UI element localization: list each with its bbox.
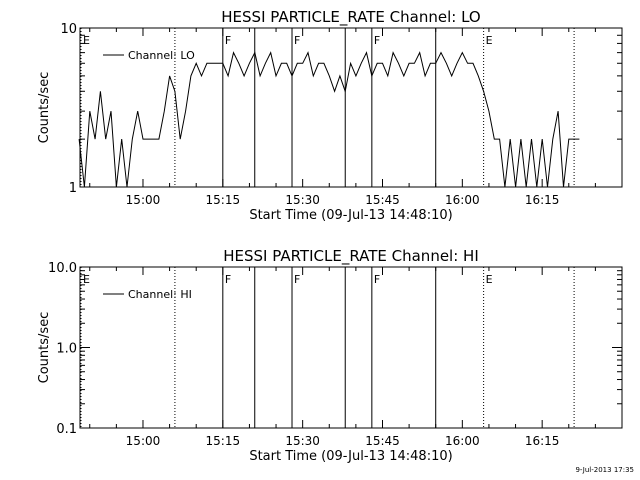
- panel2-x-tick-label: 16:15: [525, 434, 560, 448]
- panel2-legend-label: Channel: HI: [128, 288, 192, 301]
- panel1-y-tick-label: 1: [69, 181, 77, 196]
- panel1-event-marker-label: F: [374, 34, 380, 47]
- panel1-y-axis-label: Counts/sec: [37, 72, 52, 144]
- panel2-x-tick-label: 15:15: [206, 434, 241, 448]
- panel2-x-tick-label: 15:00: [126, 434, 161, 448]
- panel2-y-tick-label: 1.0: [56, 342, 77, 357]
- panel1-x-tick-label: 15:45: [365, 193, 400, 207]
- footer-timestamp: 9-Jul-2013 17:35: [575, 466, 634, 474]
- panel2-x-axis-label: Start Time (09-Jul-13 14:48:10): [249, 449, 452, 464]
- panel2-event-marker-label: F: [294, 273, 300, 286]
- panel1-event-marker-label: F: [294, 34, 300, 47]
- panel1-x-tick-label: 15:00: [126, 193, 161, 207]
- panel2-event-marker-label: E: [83, 273, 90, 286]
- panel1-event-marker-label: E: [83, 34, 90, 47]
- panel1-legend-label: Channel: LO: [128, 49, 195, 62]
- panel2-x-tick-label: 15:45: [365, 434, 400, 448]
- panel2-y-tick-label: 0.1: [56, 422, 77, 437]
- panel1-x-tick-label: 16:15: [525, 193, 560, 207]
- panel1-x-axis-label: Start Time (09-Jul-13 14:48:10): [249, 208, 452, 223]
- panel1-event-marker-label: E: [486, 34, 493, 47]
- panel1-plot-frame: [79, 27, 623, 188]
- panel1-chart-title: HESSI PARTICLE_RATE Channel: LO: [221, 8, 480, 27]
- panel2-chart-title: HESSI PARTICLE_RATE Channel: HI: [223, 247, 479, 266]
- panel2-event-marker-label: F: [374, 273, 380, 286]
- panel2-event-marker-label: F: [225, 273, 231, 286]
- panel2-event-marker-label: E: [486, 273, 493, 286]
- panel2-x-tick-label: 15:30: [285, 434, 320, 448]
- panel1-x-tick-label: 15:30: [285, 193, 320, 207]
- panel1-y-tick-label: 10: [60, 22, 77, 37]
- panel1-event-marker-label: F: [225, 34, 231, 47]
- panel1-x-tick-label: 15:15: [206, 193, 241, 207]
- panel1-x-tick-label: 16:00: [445, 193, 480, 207]
- panel2-y-tick-label: 10.0: [48, 261, 77, 276]
- panel2-x-tick-label: 16:00: [445, 434, 480, 448]
- panel2-y-axis-label: Counts/sec: [37, 312, 52, 384]
- panel1-series-line: [78, 51, 580, 188]
